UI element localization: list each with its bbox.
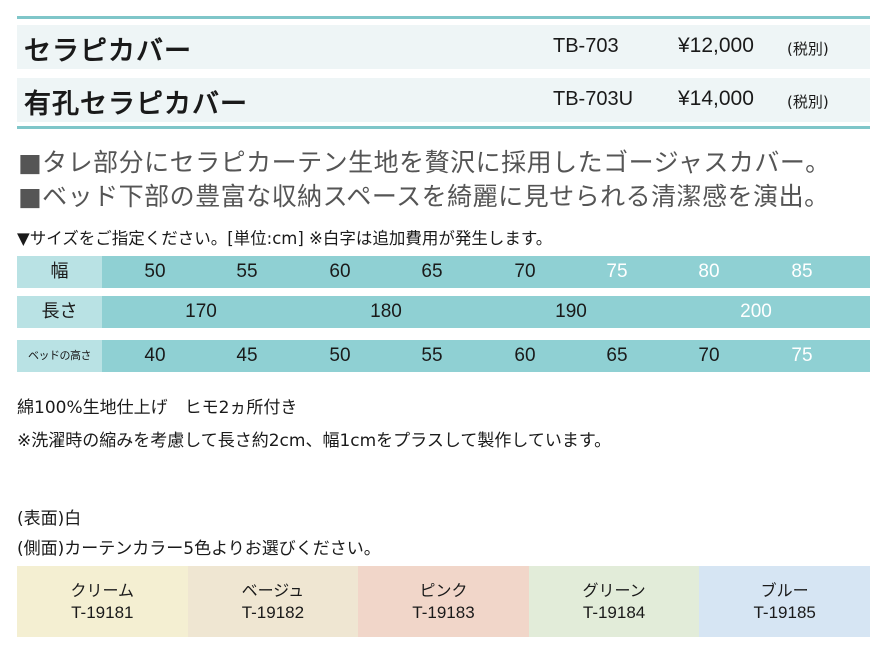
width-value: 85 [791, 261, 813, 282]
swatch-name: ピンク [419, 580, 468, 600]
length-value: 190 [555, 301, 587, 322]
product-name-2: 有孔セラピカバー [24, 89, 248, 120]
width-value: 65 [421, 261, 443, 282]
bed-height-value: 70 [698, 345, 720, 366]
surface-note: (表面)白 [17, 509, 82, 529]
length-label: 長さ [17, 296, 102, 328]
header-bottom-rule [17, 126, 870, 129]
side-note: (側面)カーテンカラー5色よりお選びください。 [17, 539, 381, 559]
length-value: 170 [185, 301, 217, 322]
swatch-code: T-19183 [412, 602, 475, 622]
swatch-blue: ブルー T-19185 [699, 566, 870, 637]
length-value: 180 [370, 301, 402, 322]
product-price-1: ¥12,000 [678, 34, 754, 57]
swatch-name: クリーム [70, 580, 135, 600]
bed-height-value: 65 [606, 345, 628, 366]
swatch-beige: ベージュ T-19182 [187, 566, 359, 637]
swatch-code: T-19181 [71, 602, 134, 622]
swatch-code: T-19184 [582, 602, 646, 622]
length-value: 200 [740, 301, 772, 322]
swatch-name: グリーン [582, 580, 646, 600]
length-row: 長さ 170 180 190 200 [17, 296, 870, 328]
product-header-1 [17, 25, 870, 69]
swatch-name: ブルー [760, 580, 809, 600]
width-value: 70 [514, 261, 536, 282]
color-swatches: クリーム T-19181 ベージュ T-19182 ピンク T-19183 グリ… [17, 566, 870, 637]
lead-line-2: ■ベッド下部の豊富な収納スペースを綺麗に見せられる清潔感を演出。 [18, 182, 830, 211]
product-code-1: TB-703 [553, 35, 619, 57]
product-price-2: ¥14,000 [678, 87, 754, 110]
swatch-pink: ピンク T-19183 [358, 566, 529, 637]
width-value: 50 [144, 261, 166, 282]
bed-height-value: 45 [236, 345, 258, 366]
width-row: 幅 50 55 60 65 70 75 80 85 [17, 256, 870, 288]
swatch-code: T-19182 [241, 602, 305, 622]
product-name-1: セラピカバー [24, 36, 192, 67]
bed-height-row: ベッドの高さ 40 45 50 55 60 65 70 75 [17, 340, 870, 372]
size-note: ▼サイズをご指定ください。[単位:cm] ※白字は追加費用が発生します。 [17, 229, 553, 248]
width-value: 55 [236, 261, 258, 282]
lead-line-1: ■タレ部分にセラピカーテン生地を贅沢に採用したゴージャスカバー。 [18, 148, 831, 177]
product-tax-2: (税別) [787, 93, 829, 111]
bed-height-value: 40 [144, 345, 166, 366]
material-note: 綿100%生地仕上げ ヒモ2ヵ所付き [17, 398, 298, 418]
product-tax-1: (税別) [787, 40, 829, 58]
product-header-2 [17, 78, 870, 122]
width-value: 80 [698, 261, 720, 282]
product-code-2: TB-703U [553, 88, 634, 110]
swatch-green: グリーン T-19184 [528, 566, 700, 637]
bed-height-label: ベッドの高さ [17, 340, 102, 372]
swatch-code: T-19185 [753, 602, 816, 622]
width-value: 60 [329, 261, 351, 282]
width-label: 幅 [17, 256, 102, 288]
bed-height-value: 60 [514, 345, 536, 366]
bed-height-value: 50 [329, 345, 351, 366]
swatch-cream: クリーム T-19181 [17, 566, 188, 637]
swatch-name: ベージュ [241, 580, 305, 600]
bed-height-value: 55 [421, 345, 443, 366]
shrink-note: ※洗濯時の縮みを考慮して長さ約2cm、幅1cmをプラスして製作しています。 [17, 431, 612, 451]
top-rule [17, 16, 870, 19]
bed-height-value: 75 [791, 345, 813, 366]
width-value: 75 [606, 261, 628, 282]
